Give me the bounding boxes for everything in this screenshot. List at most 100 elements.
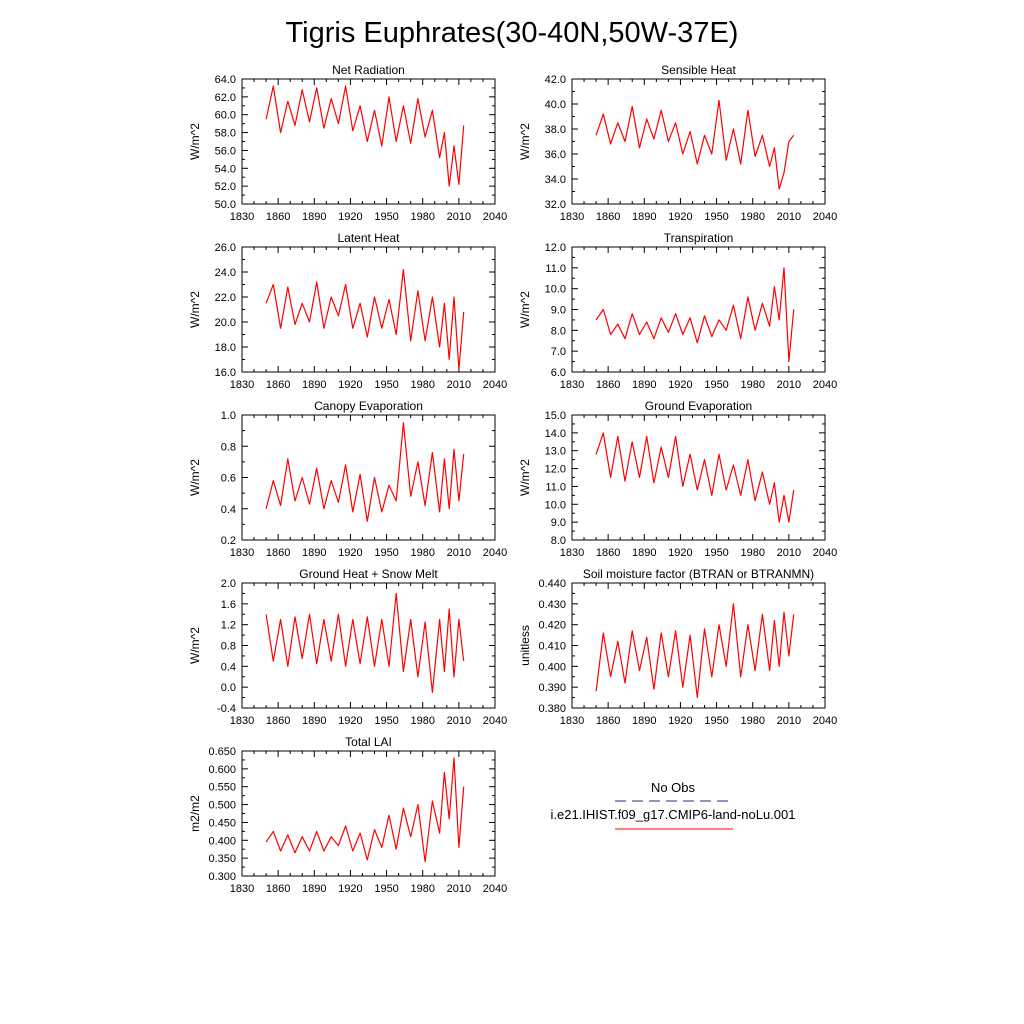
y-axis-label: W/m^2: [518, 291, 532, 328]
x-tick-label: 1980: [410, 715, 434, 727]
panel-title: Sensible Heat: [661, 63, 736, 77]
y-axis-label: W/m^2: [188, 459, 202, 496]
x-tick-label: 1980: [410, 211, 434, 223]
y-tick-label: 0.500: [208, 800, 236, 812]
y-tick-label: 54.0: [215, 163, 236, 175]
x-tick-label: 2010: [777, 211, 801, 223]
x-tick-label: 1830: [230, 211, 254, 223]
y-axis-label: W/m^2: [518, 459, 532, 496]
panel-net-radiation: Net Radiation 1830 1860 1890 1920 1950 1980 201…: [188, 63, 507, 223]
x-tick-label: 1980: [410, 547, 434, 559]
y-tick-label: 0.550: [208, 782, 236, 794]
x-tick-label: 1860: [266, 715, 290, 727]
x-tick-label: 1830: [230, 883, 254, 895]
x-tick-label: 1830: [560, 379, 584, 391]
y-tick-label: 26.0: [215, 242, 236, 254]
panels: Net Radiation 1830 1860 1890 1920 1950 1980 201…: [188, 63, 837, 895]
panel-ground-heat-snow-melt: Ground Heat + Snow Melt 1830 1860 1890 1920 1…: [188, 567, 507, 727]
plot-frame: [241, 78, 496, 205]
x-tick-label: 1980: [410, 883, 434, 895]
panel-total-lai: Total LAI 1830 1860 1890 1920 1950 1980 2010 204…: [188, 735, 507, 895]
panel-title: Ground Heat + Snow Melt: [299, 567, 438, 581]
x-tick-label: 2040: [813, 715, 837, 727]
x-tick-label: 1950: [374, 379, 398, 391]
y-tick-label: 1.2: [221, 620, 236, 632]
y-tick-label: 56.0: [215, 145, 236, 157]
y-axis-label: m2/m2: [188, 795, 202, 832]
x-tick-label: 1920: [668, 211, 692, 223]
series-line: [265, 592, 465, 694]
y-tick-label: 1.0: [221, 410, 236, 422]
y-tick-label: 36.0: [545, 149, 566, 161]
y-tick-label: 0.8: [221, 441, 236, 453]
x-tick-label: 1890: [632, 211, 656, 223]
panel-title: Ground Evaporation: [645, 399, 752, 413]
x-tick-label: 1890: [302, 379, 326, 391]
y-axis-label: W/m^2: [188, 291, 202, 328]
y-tick-label: 18.0: [215, 342, 236, 354]
y-axis-label: W/m^2: [188, 627, 202, 664]
y-tick-label: 0.450: [208, 817, 236, 829]
x-tick-label: 1950: [374, 715, 398, 727]
y-tick-label: 20.0: [215, 317, 236, 329]
x-tick-label: 1890: [632, 547, 656, 559]
legend: No Obs i.e21.IHIST.f09_g17.CMIP6-land-no…: [551, 780, 796, 830]
y-tick-label: 0.650: [208, 746, 236, 758]
panel-title: Latent Heat: [337, 231, 400, 245]
plot-frame: [571, 246, 826, 373]
series-line: [265, 268, 465, 371]
x-tick-label: 1890: [302, 211, 326, 223]
x-tick-label: 2040: [813, 379, 837, 391]
series-line: [595, 267, 795, 363]
y-tick-label: 0.600: [208, 764, 236, 776]
y-tick-label: 0.0: [221, 682, 236, 694]
panel-title: Transpiration: [664, 231, 734, 245]
y-tick-label: 0.4: [221, 661, 236, 673]
series-line: [265, 85, 465, 187]
x-tick-label: 2010: [777, 715, 801, 727]
x-tick-label: 2040: [483, 715, 507, 727]
y-tick-label: 50.0: [215, 199, 236, 211]
x-tick-label: 1950: [704, 715, 728, 727]
x-tick-label: 1920: [338, 211, 362, 223]
plot-frame: [571, 414, 826, 541]
y-tick-label: 34.0: [545, 174, 566, 186]
y-tick-label: 58.0: [215, 128, 236, 140]
panel-title: Soil moisture factor (BTRAN or BTRANMN): [583, 567, 814, 581]
y-tick-label: 1.6: [221, 599, 236, 611]
y-tick-label: 0.440: [538, 578, 566, 590]
y-tick-label: 11.0: [545, 481, 566, 493]
x-tick-label: 1950: [704, 379, 728, 391]
x-tick-label: 1860: [596, 715, 620, 727]
y-tick-label: 0.390: [538, 682, 566, 694]
x-tick-label: 1920: [338, 547, 362, 559]
y-tick-label: 22.0: [215, 292, 236, 304]
x-tick-label: 1920: [668, 379, 692, 391]
x-tick-label: 2040: [483, 211, 507, 223]
series-line: [595, 603, 795, 699]
x-tick-label: 2010: [447, 715, 471, 727]
series-line: [265, 422, 465, 522]
x-tick-label: 1950: [704, 211, 728, 223]
y-axis-label: W/m^2: [188, 123, 202, 160]
x-tick-label: 2040: [813, 547, 837, 559]
y-tick-label: 9.0: [551, 517, 566, 529]
y-tick-label: 10.0: [545, 284, 566, 296]
x-tick-label: 2010: [447, 883, 471, 895]
x-tick-label: 2040: [813, 211, 837, 223]
y-tick-label: 11.0: [545, 263, 566, 275]
legend-label-no-obs: No Obs: [651, 780, 696, 795]
y-tick-label: 16.0: [215, 367, 236, 379]
x-tick-label: 1890: [632, 715, 656, 727]
x-tick-label: 1830: [230, 547, 254, 559]
x-tick-label: 1890: [302, 715, 326, 727]
x-tick-label: 1920: [338, 379, 362, 391]
x-tick-label: 1830: [230, 715, 254, 727]
x-tick-label: 1950: [704, 547, 728, 559]
x-tick-label: 1830: [230, 379, 254, 391]
y-tick-label: 60.0: [215, 110, 236, 122]
y-tick-label: 0.430: [538, 599, 566, 611]
y-tick-label: 2.0: [221, 578, 236, 590]
x-tick-label: 1830: [560, 211, 584, 223]
